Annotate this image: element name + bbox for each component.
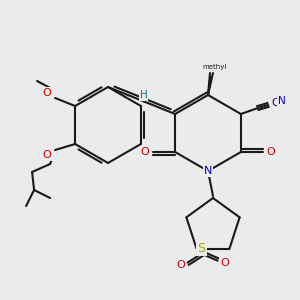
Text: O: O bbox=[141, 147, 149, 157]
Text: H: H bbox=[140, 89, 147, 100]
Text: S: S bbox=[197, 242, 206, 255]
Text: O: O bbox=[43, 150, 52, 160]
Text: O: O bbox=[176, 260, 185, 270]
Text: N: N bbox=[204, 166, 212, 176]
Text: O: O bbox=[220, 258, 229, 268]
Text: O: O bbox=[266, 147, 275, 157]
Text: O: O bbox=[43, 88, 52, 98]
Text: N: N bbox=[278, 96, 286, 106]
Text: C: C bbox=[271, 98, 279, 108]
Text: methyl: methyl bbox=[203, 64, 227, 70]
